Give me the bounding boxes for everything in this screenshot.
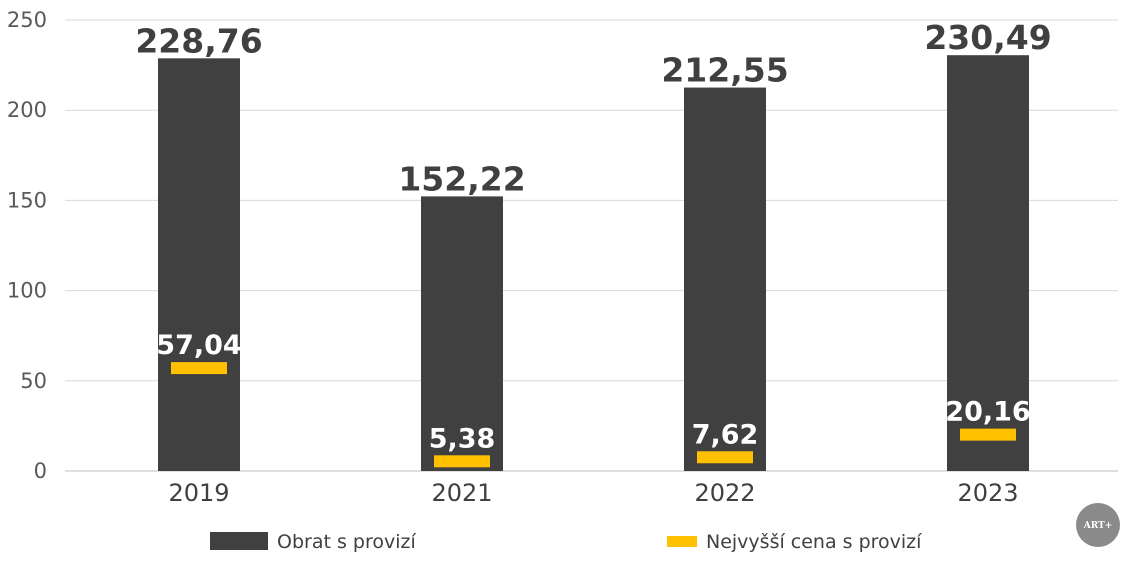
bar-obrat: [947, 55, 1029, 471]
y-tick-label: 100: [7, 279, 47, 303]
y-tick-label: 0: [34, 459, 47, 483]
legend-label-obrat: Obrat s provizí: [277, 531, 416, 553]
legend-swatch-nejvyssi-cena: [667, 536, 697, 547]
x-category-label: 2023: [957, 479, 1018, 507]
bar-obrat: [684, 87, 766, 471]
x-axis-category-labels: 2019 2021 2022 2023: [168, 479, 1018, 507]
data-label-obrat: 152,22: [398, 159, 525, 198]
x-category-label: 2021: [431, 479, 492, 507]
legend-label-nejvyssi-cena: Nejvyšší cena s provizí: [706, 531, 922, 553]
legend: Obrat s provizí Nejvyšší cena s provizí: [210, 531, 922, 553]
bar-obrat: [158, 58, 240, 472]
marker-nejvyssi-cena: [697, 451, 753, 464]
y-tick-label: 200: [7, 98, 47, 122]
data-label-obrat: 230,49: [924, 18, 1051, 57]
legend-swatch-obrat: [210, 532, 268, 550]
y-tick-label: 250: [7, 8, 47, 32]
marker-nejvyssi-cena: [960, 428, 1016, 441]
x-category-label: 2019: [168, 479, 229, 507]
logo-circle: [1076, 503, 1120, 547]
y-tick-label: 150: [7, 188, 47, 212]
data-label-nejvyssi-cena: 20,16: [945, 397, 1030, 428]
bar-obrat: [421, 196, 503, 471]
marker-nejvyssi-cena: [434, 455, 490, 468]
data-label-obrat: 212,55: [661, 51, 788, 90]
data-label-nejvyssi-cena: 7,62: [692, 419, 759, 450]
data-label-nejvyssi-cena: 5,38: [429, 423, 496, 454]
y-tick-label: 50: [20, 369, 47, 393]
marker-nejvyssi-cena: [171, 362, 227, 375]
logo-text: ART+: [1083, 521, 1113, 531]
gridlines: [65, 19, 1118, 472]
x-category-label: 2022: [694, 479, 755, 507]
bars-layer: 228,76 57,04 152,22 5,38 212,55 7,62 230,49 20,…: [135, 18, 1052, 472]
y-axis-tick-labels: 0 50 100 150 200 250: [7, 8, 47, 483]
data-label-obrat: 228,76: [135, 21, 262, 60]
art-plus-logo: ART+: [1076, 503, 1120, 547]
data-label-nejvyssi-cena: 57,04: [156, 330, 241, 361]
